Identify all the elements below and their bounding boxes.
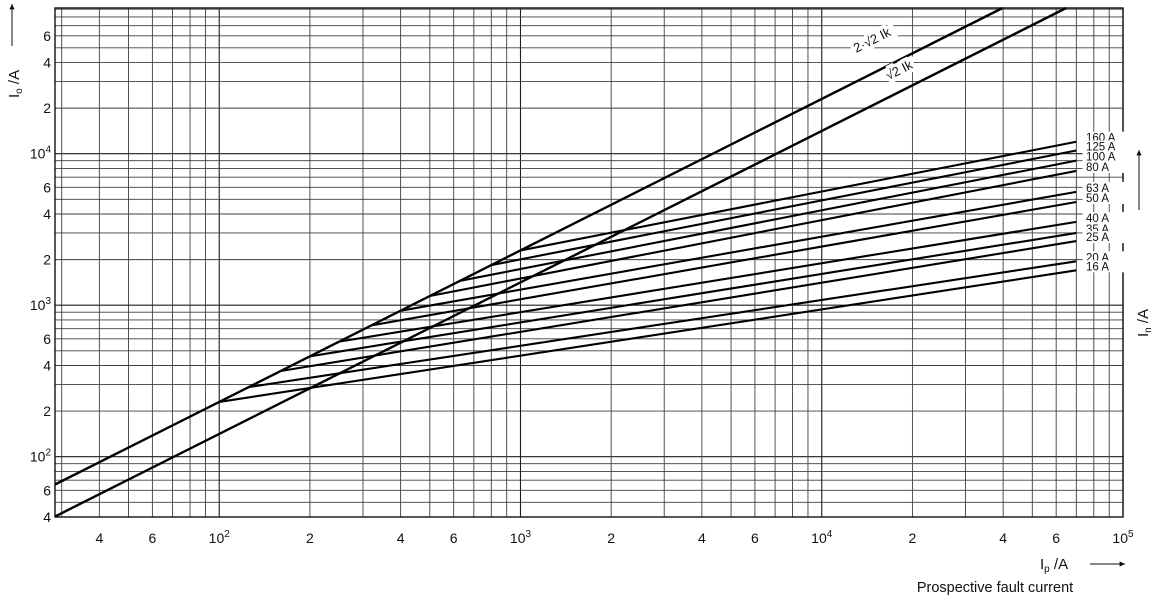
y-tick-label: 103 [30, 296, 52, 313]
y-tick-label: 6 [43, 482, 51, 498]
fuse-label-bg [1082, 140, 1125, 153]
fuse-curve [371, 200, 1077, 327]
x-tick-label: 4 [999, 530, 1007, 546]
x-tick-label: 6 [1052, 530, 1060, 546]
x-tick-label: 2 [909, 530, 917, 546]
fuse-curve-label: 40 A [1086, 213, 1109, 225]
x-axis-title: Ip /A [1040, 556, 1068, 575]
x-tick-label: 103 [510, 529, 532, 546]
x-tick-label: 102 [209, 529, 231, 546]
fuse-curve [400, 190, 1077, 312]
y-tick-label: 2 [43, 100, 51, 116]
peak-line-label: 2·√2 Ik [851, 24, 894, 55]
fuse-curve [491, 149, 1077, 267]
peak-line [54, 6, 1004, 486]
fuse-curve-label: 80 A [1086, 162, 1109, 174]
y-tick-label: 4 [43, 509, 51, 525]
x-axis-annotation: Prospective fault current [916, 580, 1074, 596]
y-tick-label: 6 [43, 331, 51, 347]
y-tick-label: 2 [43, 403, 51, 419]
fuse-curve [309, 231, 1077, 358]
x-tick-label: 6 [751, 530, 759, 546]
plot-grid [55, 8, 1124, 518]
y-tick-label: 6 [43, 28, 51, 44]
fuse-curve [459, 159, 1077, 282]
y-tick-label: 4 [43, 206, 51, 222]
x-tick-label: 6 [148, 530, 156, 546]
peak-line-label: √2 Ik [883, 57, 915, 83]
fuse-label-bg [1082, 150, 1125, 163]
x-tick-label: 4 [95, 530, 103, 546]
fuse-curve-label: 125 A [1086, 142, 1116, 154]
fuse-label-bg [1082, 260, 1125, 273]
y-tick-label: 4 [43, 358, 51, 374]
fuse-curve-label: 16 A [1086, 261, 1109, 273]
fuse-curve-label: 25 A [1086, 232, 1109, 244]
fuse-curve [248, 260, 1077, 389]
fuse-label-bg [1082, 231, 1125, 244]
fuse-curve-label: 50 A [1086, 193, 1109, 205]
fuse-curve [338, 220, 1077, 343]
x-axis-arrow-head [1119, 561, 1125, 567]
x-tick-label: 6 [450, 530, 458, 546]
x-tick-label: 4 [397, 530, 405, 546]
fuse-label-bg [1082, 192, 1125, 205]
x-tick-label: 105 [1112, 529, 1134, 546]
y-tick-label: 102 [30, 448, 52, 465]
y-tick-label: 104 [30, 145, 52, 162]
fuse-curve-label: 63 A [1086, 183, 1109, 195]
y-tick-label: 4 [43, 55, 51, 71]
x-tick-label: 2 [607, 530, 615, 546]
fuse-label-bg [1082, 160, 1125, 173]
y-tick-label: 2 [43, 252, 51, 268]
fuse-curve-label: 100 A [1086, 152, 1116, 164]
x-tick-label: 2 [306, 530, 314, 546]
y-axis-arrow-head [9, 4, 15, 10]
fuse-label-bg [1082, 211, 1125, 224]
y-axis-title: Io /A [6, 70, 25, 98]
right-axis-title: In /A [1135, 309, 1154, 337]
y-tick-label: 6 [43, 179, 51, 195]
plot-frame [54, 7, 1124, 518]
x-tick-label: 104 [811, 529, 833, 546]
fuse-curve [429, 169, 1077, 298]
fuse-label-bg [1082, 251, 1125, 264]
x-tick-label: 4 [698, 530, 706, 546]
fuse-curve [520, 140, 1077, 252]
fuse-curve [280, 240, 1077, 373]
fuse-curve [219, 269, 1077, 403]
fuse-label-bg [1082, 181, 1125, 194]
right-axis-arrow-head [1136, 150, 1142, 156]
